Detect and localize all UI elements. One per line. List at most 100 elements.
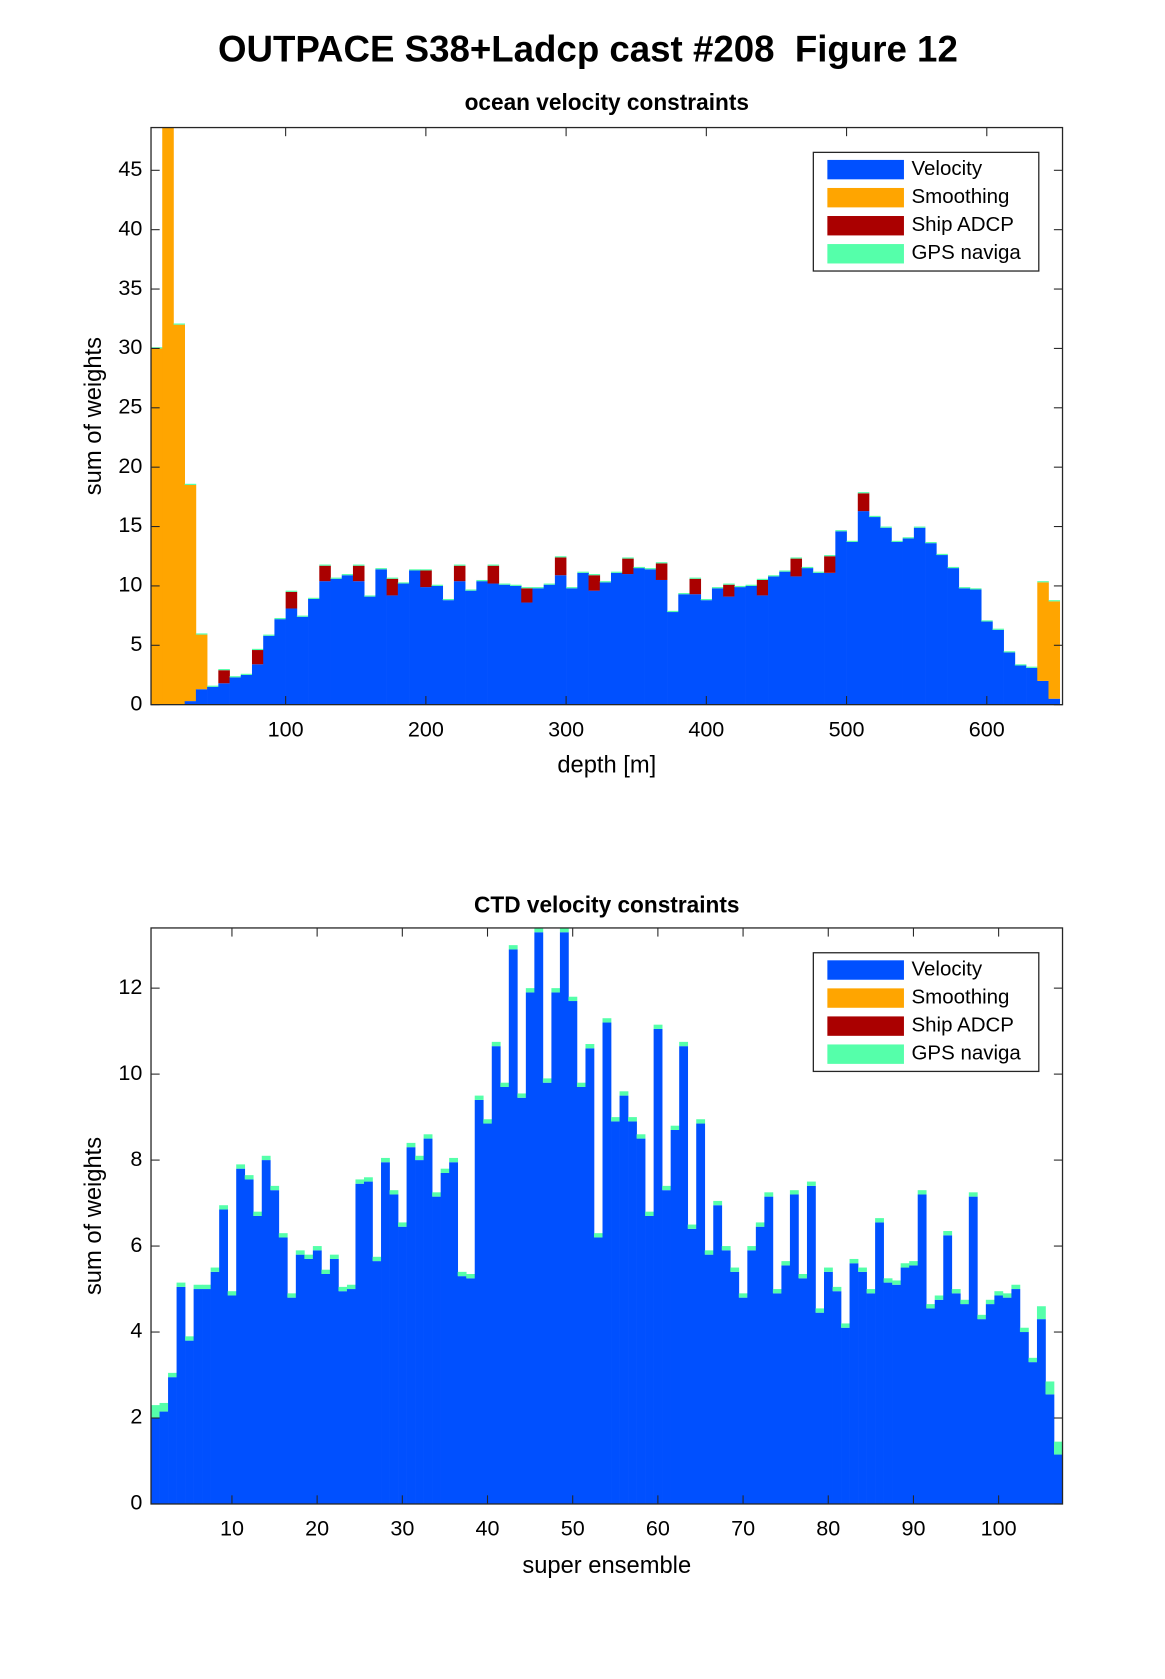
bar-segment (487, 565, 500, 584)
bar-segment (406, 1142, 416, 1148)
bar-segment (1019, 1327, 1029, 1333)
bar-segment (542, 1082, 552, 1504)
bar-segment (253, 1215, 263, 1504)
bar-segment (900, 1267, 910, 1504)
bar-segment (352, 581, 365, 705)
bar-segment (207, 686, 219, 705)
bar-segment (398, 1222, 407, 1227)
bar-segment (321, 1274, 331, 1504)
bar-segment (1028, 1362, 1038, 1504)
bar-segment (566, 588, 578, 705)
bar-segment (508, 949, 518, 1504)
bar-segment (588, 590, 601, 705)
bar-segment (151, 1405, 160, 1419)
bar-segment (554, 557, 567, 576)
bar-segment (768, 575, 780, 577)
bar-segment (372, 1256, 382, 1262)
bar-segment (781, 1261, 791, 1266)
bar-segment (875, 1222, 884, 1504)
bar-segment (633, 568, 645, 705)
bar-segment (319, 565, 331, 582)
bar-segment (713, 1205, 723, 1504)
bar-segment (184, 483, 197, 485)
bar-segment (913, 526, 926, 528)
bar-segment (195, 633, 208, 635)
bar-segment (498, 583, 511, 585)
bar-segment (386, 595, 399, 705)
bar-segment (824, 572, 836, 705)
bar-segment (219, 1205, 229, 1210)
bar-segment (892, 1280, 901, 1285)
bar-segment (338, 1291, 348, 1504)
bar-segment (457, 1276, 467, 1504)
bar-segment (723, 596, 735, 705)
bar-segment (891, 540, 903, 542)
y-tick-label: 20 (118, 453, 142, 478)
y-axis-label: sum of weights (81, 337, 107, 495)
bar-segment (913, 527, 926, 705)
bar-segment (1054, 1441, 1063, 1455)
bar-segment (341, 574, 354, 576)
bar-segment (244, 1175, 254, 1180)
bar-segment (900, 1263, 910, 1268)
x-tick-label: 200 (408, 716, 444, 741)
bar-segment (655, 562, 668, 564)
bar-segment (721, 1250, 731, 1504)
bar-segment (806, 1185, 816, 1504)
bar-segment (958, 588, 971, 705)
legend-label: GPS naviga (912, 1042, 1022, 1065)
bar-segment (287, 1297, 297, 1504)
bar-segment (329, 1254, 339, 1259)
bar-segment (789, 1190, 799, 1195)
bar-segment (790, 557, 803, 559)
bar-segment (745, 585, 758, 705)
bar-segment (296, 616, 309, 705)
bar-segment (542, 1078, 552, 1083)
bar-segment (517, 1093, 527, 1098)
bar-segment (704, 1254, 714, 1504)
bar-segment (857, 492, 870, 494)
bar-segment (500, 1082, 510, 1088)
x-tick-label: 70 (731, 1516, 755, 1541)
bar-segment (779, 571, 791, 705)
bar-segment (510, 584, 522, 586)
bar-segment (969, 589, 982, 705)
bar-segment (263, 635, 275, 705)
bar-segment (619, 1091, 629, 1096)
bar-segment (449, 1162, 459, 1504)
bar-segment (985, 1299, 995, 1305)
y-tick-label: 5 (130, 631, 142, 656)
bar-segment (352, 564, 365, 566)
bar-segment (510, 585, 522, 705)
y-tick-label: 25 (118, 393, 142, 418)
bar-segment (1011, 1289, 1021, 1504)
bar-segment (240, 674, 253, 705)
bar-segment (263, 634, 275, 636)
bar-segment (1045, 1394, 1055, 1504)
bar-segment (977, 1314, 987, 1320)
bar-segment (442, 600, 455, 705)
bar-segment (173, 323, 185, 325)
bar-segment (415, 1155, 424, 1161)
bar-segment (960, 1304, 970, 1504)
bar-segment (251, 648, 264, 651)
bar-segment (483, 1119, 493, 1124)
bar-segment (936, 553, 948, 556)
bar-segment (947, 568, 960, 705)
bar-segment (636, 1138, 646, 1504)
bar-segment (662, 1190, 671, 1504)
bar-segment (346, 1284, 356, 1290)
bar-segment (338, 1286, 348, 1292)
x-tick-label: 500 (829, 716, 865, 741)
bar-segment (1048, 601, 1061, 699)
bar-segment (440, 1172, 450, 1504)
bar-segment (210, 1267, 220, 1272)
legend-label: Ship ADCP (912, 1014, 1014, 1037)
x-tick-label: 300 (548, 716, 584, 741)
legend-swatch (827, 187, 904, 208)
bar-segment (442, 598, 455, 601)
bar-segment (585, 1044, 595, 1049)
y-tick-label: 30 (118, 334, 142, 359)
bar-segment (491, 1041, 501, 1047)
bar-segment (772, 1289, 782, 1294)
